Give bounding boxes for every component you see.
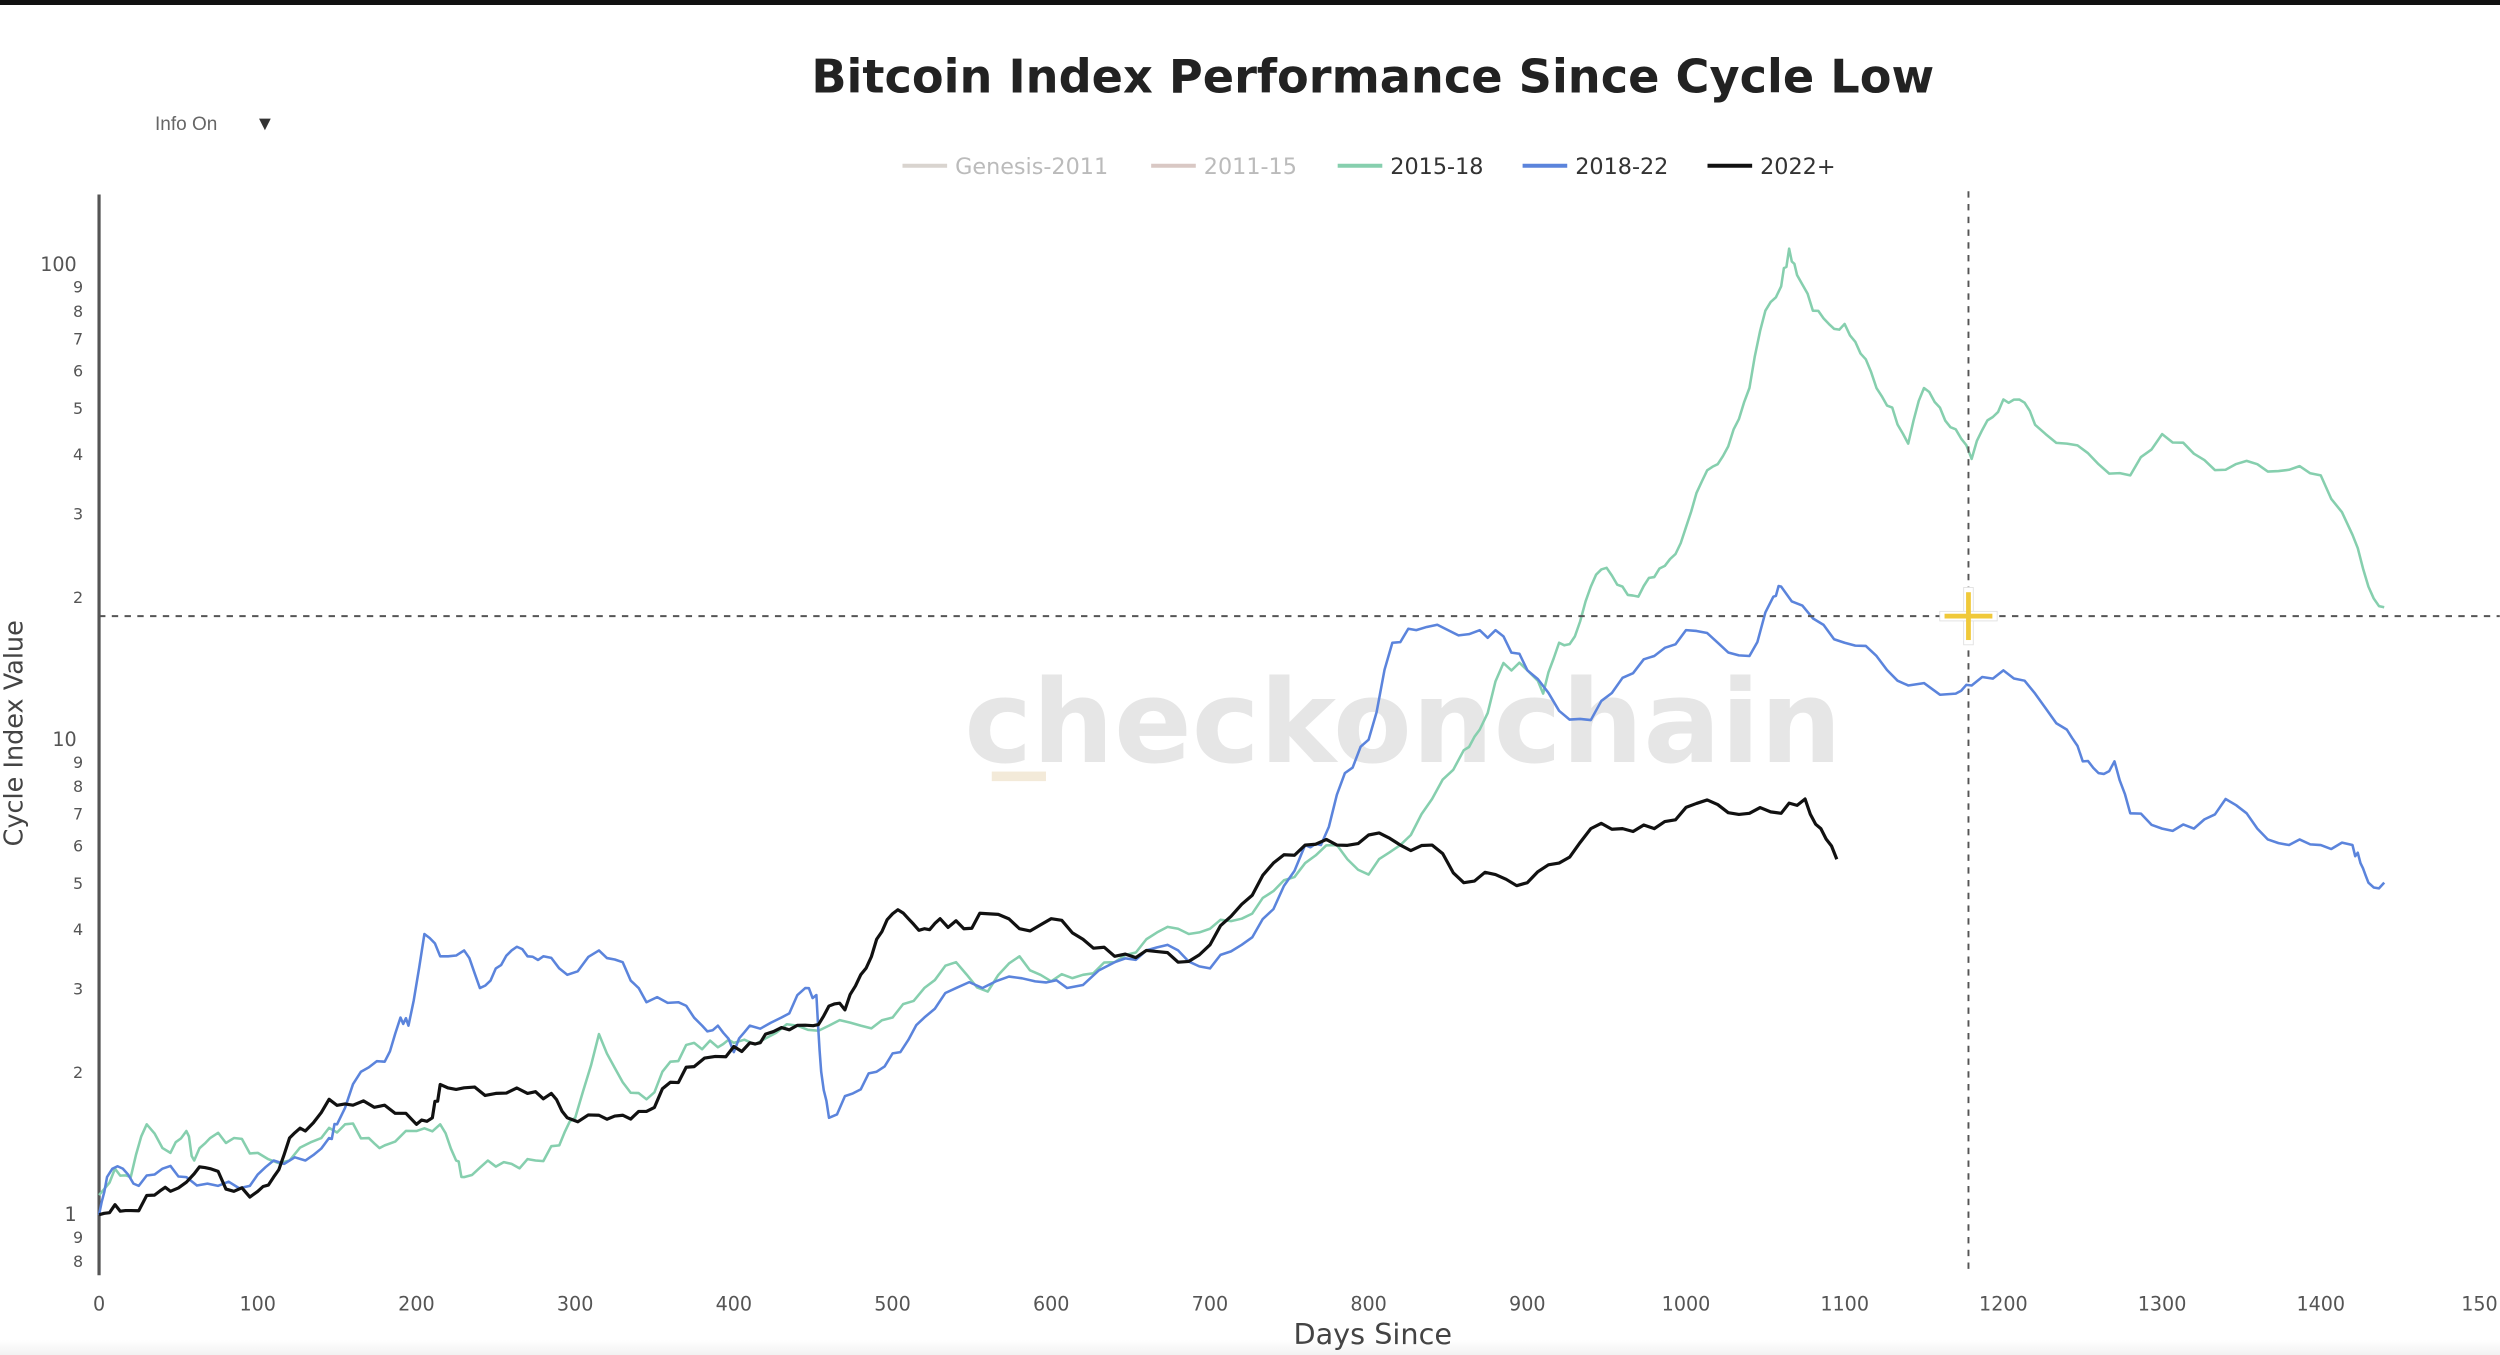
- legend-item-2011-15[interactable]: 2011-15: [1151, 154, 1297, 180]
- y-tick-label: 3: [73, 979, 83, 998]
- y-tick-label: 8: [73, 1252, 83, 1271]
- y-tick-label: 9: [73, 1228, 83, 1247]
- y-tick-label: 6: [73, 836, 83, 855]
- y-tick-label: 10: [52, 728, 76, 751]
- x-tick-label: 150: [2461, 1292, 2497, 1315]
- y-axis-label: Cycle Index Value: [0, 620, 30, 846]
- x-tick-label: 1300: [2138, 1292, 2187, 1315]
- y-tick-label: 9: [73, 753, 83, 772]
- legend-label: 2018-22: [1575, 154, 1668, 180]
- y-tick-label: 5: [73, 874, 83, 893]
- y-tick-label: 4: [73, 445, 83, 464]
- crosshair-cursor-icon: [1939, 587, 1998, 646]
- legend-label: 2011-15: [1204, 154, 1297, 180]
- x-tick-label: 500: [874, 1292, 910, 1315]
- x-tick-label: 200: [398, 1292, 434, 1315]
- y-tick-label: 2: [73, 1063, 83, 1082]
- chart-title: Bitcoin Index Performance Since Cycle Lo…: [811, 49, 1934, 103]
- footer-shade: [0, 1340, 2500, 1355]
- x-tick-label: 300: [557, 1292, 593, 1315]
- y-tick-label: 5: [73, 399, 83, 418]
- y-axis-ticks: 8 9 1 2 3 4 5 6 7 8 9 10 2 3 4 5 6 7 8 9 100: [40, 253, 83, 1271]
- watermark-bar: [991, 771, 1046, 782]
- legend-item-2022-[interactable]: 2022+: [1707, 154, 1836, 180]
- x-tick-label: 0: [93, 1292, 105, 1315]
- window-top-border: [0, 0, 2500, 5]
- y-tick-label: 1: [65, 1203, 77, 1226]
- y-tick-label: 9: [73, 278, 83, 297]
- y-tick-label: 8: [73, 777, 83, 796]
- caret-down-icon: ▼: [255, 113, 275, 135]
- legend-item-2015-18[interactable]: 2015-18: [1337, 154, 1484, 180]
- x-tick-label: 800: [1350, 1292, 1386, 1315]
- y-tick-label: 7: [73, 330, 83, 349]
- y-tick-label: 8: [73, 302, 83, 321]
- y-tick-label: 7: [73, 805, 83, 824]
- x-tick-label: 1200: [1979, 1292, 2028, 1315]
- y-tick-label: 4: [73, 920, 83, 939]
- y-tick-label: 3: [73, 504, 83, 523]
- legend-label: 2022+: [1760, 154, 1835, 180]
- legend[interactable]: Genesis-2011 2011-15 2015-18 2018-22 2022+: [902, 154, 1836, 180]
- y-tick-label: 2: [73, 588, 83, 607]
- crosshair: [99, 191, 2500, 1276]
- x-tick-label: 1000: [1662, 1292, 1711, 1315]
- legend-label: 2015-18: [1390, 154, 1483, 180]
- x-axis-label: Days Since: [1293, 1317, 1451, 1351]
- series-line-2015-18: [98, 247, 2385, 1196]
- x-tick-label: 600: [1033, 1292, 1069, 1315]
- series-line-2018-22: [97, 584, 2386, 1215]
- legend-label: Genesis-2011: [955, 154, 1108, 180]
- watermark: checkonchain: [964, 656, 1842, 790]
- x-tick-label: 700: [1192, 1292, 1228, 1315]
- x-tick-label: 900: [1509, 1292, 1545, 1315]
- y-tick-label: 100: [40, 253, 76, 276]
- x-tick-label: 1400: [2296, 1292, 2345, 1315]
- watermark-text: checkonchain: [964, 656, 1842, 790]
- x-tick-label: 1100: [1820, 1292, 1869, 1315]
- series-line-2022-: [98, 797, 1839, 1217]
- info-toggle-label: Info On: [155, 113, 218, 135]
- series-lines: [97, 247, 2386, 1217]
- x-tick-label: 100: [239, 1292, 275, 1315]
- info-toggle-dropdown[interactable]: Info On ▼: [155, 113, 275, 136]
- legend-item-genesis-2011[interactable]: Genesis-2011: [902, 154, 1108, 180]
- y-tick-label: 6: [73, 361, 83, 380]
- legend-item-2018-22[interactable]: 2018-22: [1522, 154, 1669, 180]
- x-tick-label: 400: [716, 1292, 752, 1315]
- x-axis-ticks: 0 100 200 300 400 500 600 700 800 900 1000 1100 1200…: [93, 1292, 2498, 1315]
